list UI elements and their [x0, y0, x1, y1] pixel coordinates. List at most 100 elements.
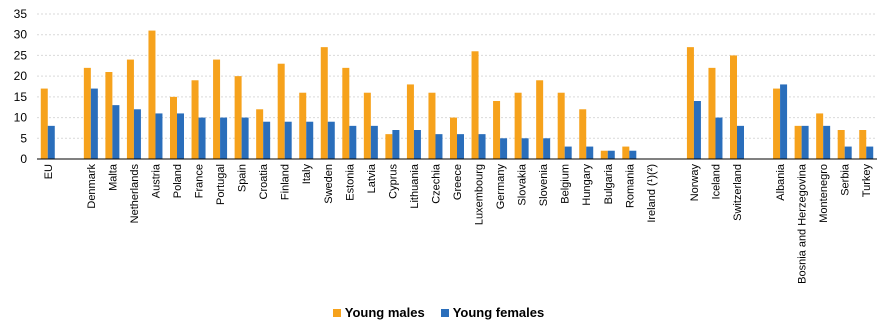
- x-tick-label: EU: [43, 164, 55, 179]
- x-tick-label: Iceland: [710, 164, 722, 199]
- x-tick-label: Albania: [775, 163, 787, 201]
- bar-young-males: [40, 88, 48, 159]
- bar-young-females: [823, 125, 831, 159]
- bars: [40, 30, 874, 160]
- x-tick-label: Belgium: [560, 164, 572, 204]
- bar-young-males: [406, 84, 414, 159]
- bar-young-females: [90, 88, 98, 159]
- bar-young-females: [198, 117, 206, 159]
- legend-item-young-males: Young males: [332, 305, 425, 320]
- x-tick-label: Spain: [237, 164, 249, 192]
- x-tick-label: Malta: [107, 163, 119, 191]
- bar-young-males: [234, 76, 242, 159]
- bar-young-females: [220, 117, 228, 159]
- x-tick-label: Serbia: [840, 163, 852, 196]
- legend-swatch-young-males: [332, 308, 341, 317]
- x-tick-label: Turkey: [861, 164, 873, 198]
- x-tick-label: Lithuania: [409, 163, 421, 209]
- bar-young-females: [866, 146, 874, 159]
- y-tick-label: 15: [14, 90, 28, 104]
- bar-young-males: [773, 88, 781, 159]
- bar-young-males: [428, 92, 436, 159]
- bar-young-males: [579, 109, 587, 159]
- x-tick-label: Bosnia and Herzegovina: [797, 163, 809, 284]
- bar-young-females: [284, 121, 292, 159]
- legend-label-young-females: Young females: [452, 305, 545, 320]
- y-tick-label: 25: [14, 48, 28, 62]
- bar-young-males: [213, 59, 221, 160]
- bar-young-males: [794, 125, 802, 159]
- bar-young-females: [737, 125, 744, 159]
- bar-young-males: [385, 134, 393, 159]
- y-tick-label: 35: [14, 7, 28, 21]
- bar-young-females: [801, 125, 809, 159]
- legend-swatch-young-females: [440, 308, 449, 317]
- bar-young-females: [564, 146, 572, 159]
- bar-young-males: [126, 59, 134, 160]
- bar-young-females: [478, 134, 486, 159]
- bar-young-females: [457, 134, 464, 159]
- bar-young-males: [686, 47, 694, 160]
- y-tick-label: 0: [20, 152, 27, 166]
- bar-young-males: [277, 63, 285, 159]
- bar-young-females: [155, 113, 163, 159]
- bar-young-males: [816, 113, 824, 159]
- x-tick-label: Denmark: [86, 164, 98, 209]
- y-axis-ticks: 0 5 10 15 20 25 30 35: [14, 7, 28, 166]
- bar-young-males: [557, 92, 565, 159]
- bar-young-males: [859, 130, 867, 159]
- bar-young-males: [514, 92, 522, 159]
- bar-young-females: [521, 138, 529, 159]
- y-tick-label: 30: [14, 28, 28, 42]
- bar-young-males: [342, 67, 350, 159]
- bar-young-males: [450, 117, 457, 159]
- bar-young-males: [493, 101, 501, 159]
- x-tick-label: Luxembourg: [474, 164, 486, 225]
- legend-label-young-males: Young males: [344, 305, 425, 320]
- bar-young-females: [349, 125, 357, 159]
- bar-young-males: [471, 51, 479, 159]
- bar-young-females: [306, 121, 314, 159]
- bar-young-females: [629, 150, 637, 159]
- bar-young-females: [413, 130, 421, 159]
- x-tick-label: Latvia: [366, 163, 378, 193]
- x-tick-label: Hungary: [581, 164, 593, 206]
- bar-young-females: [133, 109, 141, 159]
- bar-young-males: [708, 67, 716, 159]
- x-tick-label: Slovakia: [517, 163, 529, 205]
- bar-young-males: [320, 47, 328, 160]
- x-tick-label: Ireland (¹)(²): [646, 164, 658, 223]
- x-tick-label: Norway: [689, 164, 701, 202]
- bar-young-females: [586, 146, 594, 159]
- y-tick-label: 5: [20, 131, 27, 145]
- bar-young-females: [607, 150, 615, 159]
- x-tick-label: Croatia: [258, 163, 270, 199]
- y-tick-label: 20: [14, 69, 28, 83]
- bar-young-males: [837, 130, 845, 159]
- bar-young-females: [543, 138, 551, 159]
- bar-young-males: [600, 150, 608, 159]
- bar-young-males: [148, 30, 156, 160]
- bar-young-females: [844, 146, 852, 159]
- bar-young-males: [536, 80, 544, 159]
- bar-young-males: [299, 92, 307, 159]
- x-tick-label: France: [194, 164, 206, 198]
- bar-young-females: [500, 138, 508, 159]
- x-tick-label: Montenegro: [818, 164, 830, 223]
- x-tick-label: Estonia: [344, 163, 356, 201]
- bar-young-females: [715, 117, 723, 159]
- y-tick-label: 10: [14, 111, 28, 125]
- x-tick-label: Cyprus: [387, 164, 399, 199]
- x-tick-label: Germany: [495, 164, 507, 210]
- x-tick-label: Czechia: [430, 163, 442, 204]
- bar-young-females: [241, 117, 249, 159]
- bar-young-males: [105, 72, 113, 159]
- x-tick-label: Switzerland: [732, 164, 744, 221]
- bar-young-females: [177, 113, 184, 159]
- x-tick-label: Bulgaria: [603, 163, 615, 204]
- bar-young-females: [263, 121, 271, 159]
- x-axis-labels: EU Denmark Malta Netherlands Austria Poland Fr…: [43, 163, 873, 284]
- bar-young-males: [83, 67, 91, 159]
- bar-young-females: [780, 84, 788, 159]
